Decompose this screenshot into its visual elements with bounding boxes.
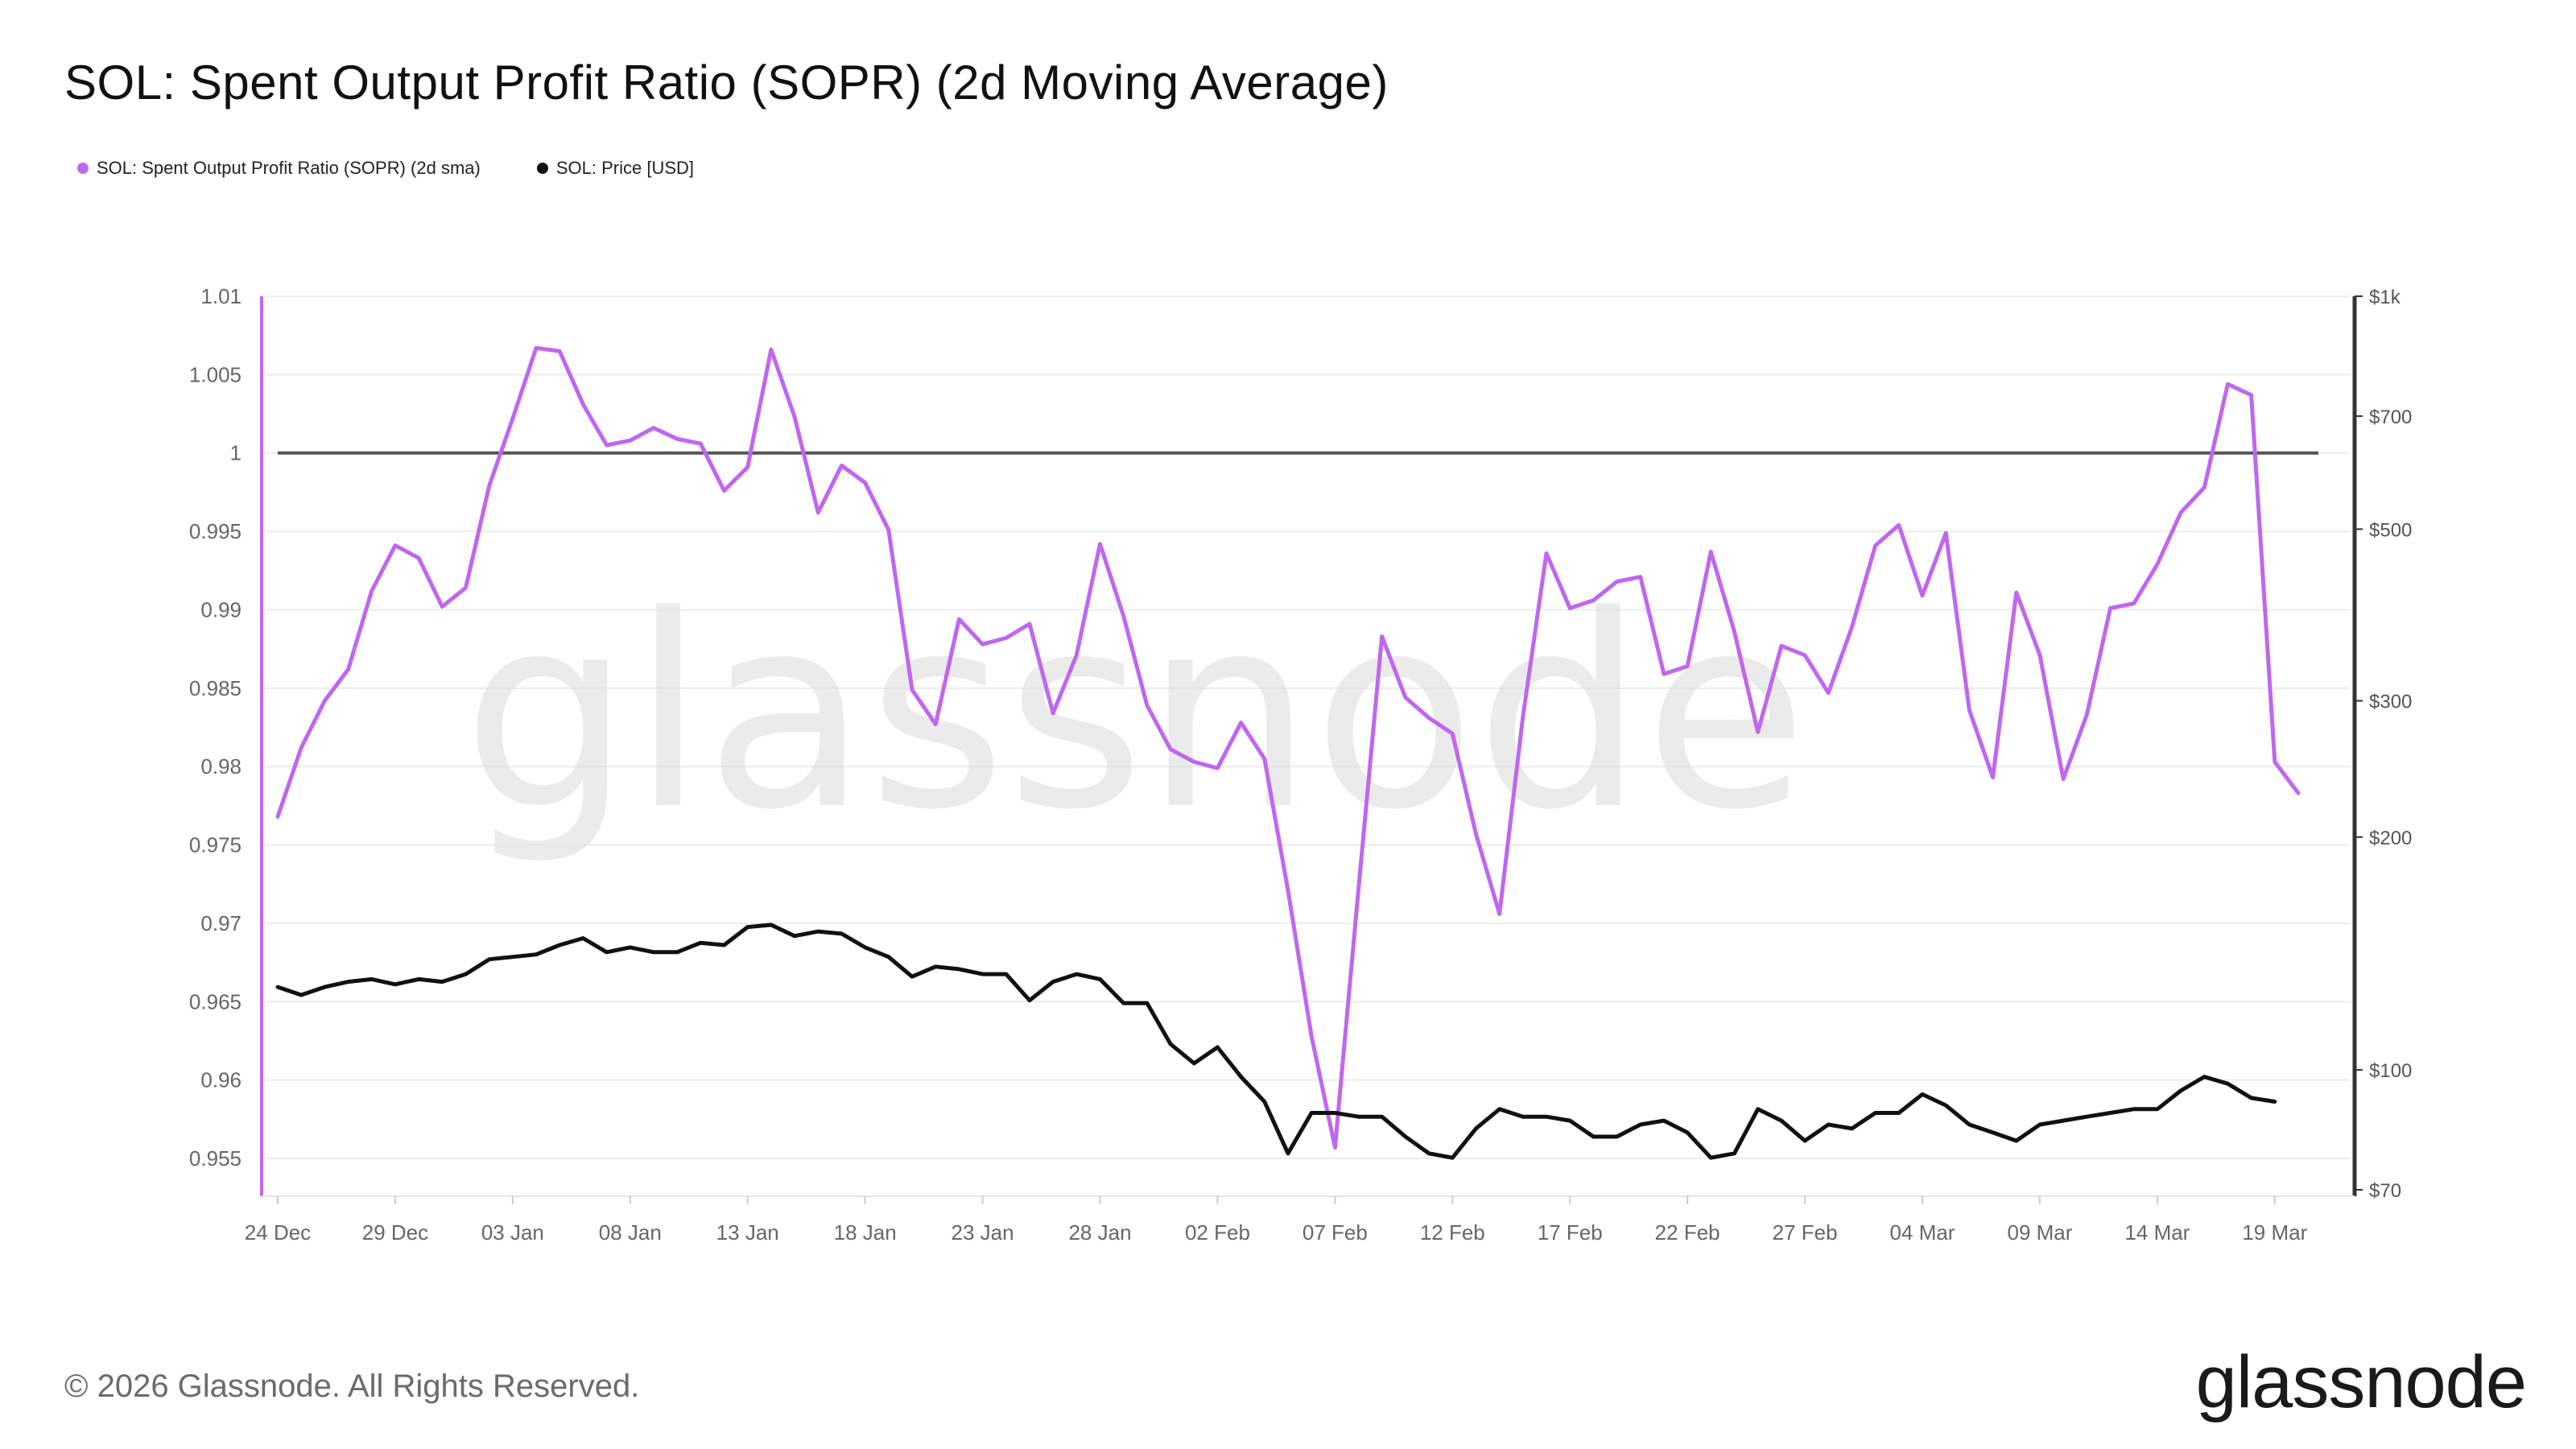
x-tick-label: 23 Jan [952,1220,1014,1245]
y-left-tick-label: 0.985 [189,676,242,700]
x-tick-label: 04 Mar [1890,1220,1955,1245]
x-tick-label: 07 Feb [1302,1220,1368,1245]
x-tick-label: 03 Jan [481,1220,544,1245]
x-ticks: 24 Dec 29 Dec 03 Jan 08 Jan 13 Jan 18 Jan 23 J… [245,1196,2308,1245]
x-tick-label: 24 Dec [245,1220,311,1245]
y-left-tick-label: 1.01 [200,284,242,308]
x-tick-label: 17 Feb [1538,1220,1603,1245]
x-tick-label: 12 Feb [1420,1220,1485,1245]
x-tick-label: 27 Feb [1773,1220,1838,1245]
series-line-sopr [275,345,2301,1150]
series-line-price [275,923,2277,1160]
legend-label-price: SOL: Price [USD] [555,158,695,178]
y-left-tick-label: 1.005 [189,362,242,386]
y-left-tick-label: 0.96 [200,1068,242,1092]
y-left-tick-label: 0.995 [189,519,242,543]
legend: SOL: Spent Output Profit Ratio (SOPR) (2… [77,158,750,179]
x-tick-label: 14 Mar [2124,1220,2190,1245]
y-right-tick-label: $70 [2369,1180,2401,1202]
x-tick-label: 28 Jan [1068,1220,1131,1245]
y-right-tick-label: $300 [2369,691,2412,713]
legend-item-price[interactable]: SOL: Price [USD] [536,158,695,179]
x-tick-label: 09 Mar [2007,1220,2072,1245]
axes [260,296,2357,1197]
copyright-text: © 2026 Glassnode. All Rights Reserved. [64,1368,640,1404]
y-left-tick-label: 0.97 [200,911,242,935]
x-tick-label: 02 Feb [1185,1220,1250,1245]
x-tick-label: 19 Mar [2242,1220,2307,1245]
x-tick-label: 08 Jan [599,1220,662,1245]
legend-dot-price [536,163,548,174]
brand-logo-text: glassnode [2195,1341,2527,1423]
y-right-tick-label: $500 [2369,519,2412,541]
y-left-tick-label: 0.955 [189,1146,242,1170]
x-tick-label: 22 Feb [1655,1220,1720,1245]
series-group [275,345,2301,1160]
y-left-tick-label: 0.965 [189,989,242,1013]
y-left-tick-label: 1 [230,441,242,465]
y-left-ticks: 1.01 1.005 1 0.995 0.99 0.985 0.98 0.975 0.97 0.9… [189,284,242,1170]
y-right-tick-label: $100 [2369,1060,2412,1082]
y-left-tick-label: 0.99 [200,597,242,621]
x-tick-label: 29 Dec [362,1220,428,1245]
y-left-tick-label: 0.98 [200,754,242,778]
legend-item-sopr[interactable]: SOL: Spent Output Profit Ratio (SOPR) (2… [77,158,481,179]
y-right-tick-label: $700 [2369,407,2412,428]
legend-label-sopr: SOL: Spent Output Profit Ratio (SOPR) (2… [97,158,481,178]
x-tick-label: 18 Jan [834,1220,897,1245]
watermark: glassnode [463,559,1808,868]
y-right-ticks: $1k $700 $500 $300 $200 $100 $70 [2355,287,2412,1202]
x-tick-label: 13 Jan [716,1220,779,1245]
y-right-tick-label: $1k [2369,287,2401,308]
chart-title: SOL: Spent Output Profit Ratio (SOPR) (2… [64,56,1389,109]
y-right-tick-label: $200 [2369,828,2412,849]
y-left-tick-label: 0.975 [189,833,242,857]
legend-dot-sopr [77,163,89,174]
